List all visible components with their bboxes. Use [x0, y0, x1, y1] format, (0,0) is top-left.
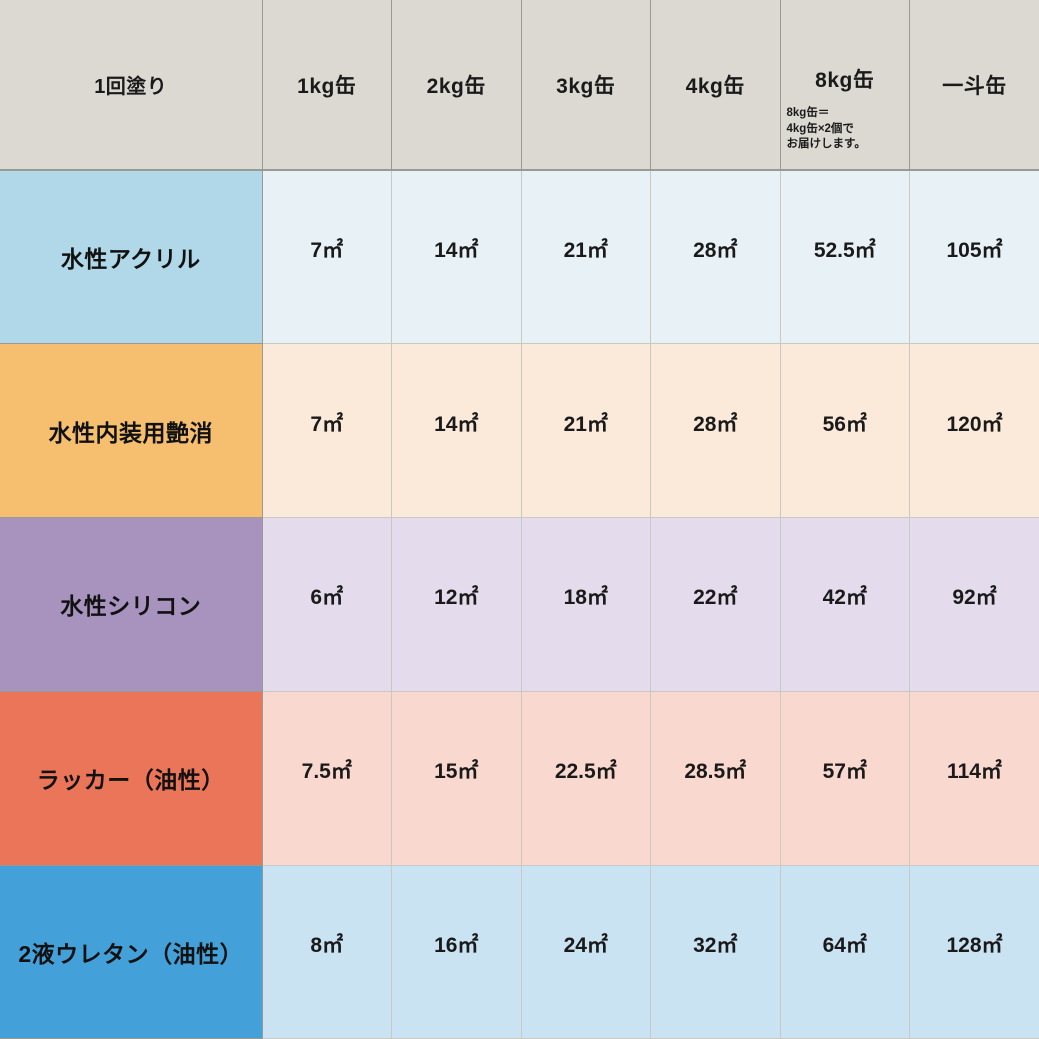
- cell-row-acrylic-col-8kg: 52.5㎡: [780, 170, 910, 345]
- cell-row-lacquer-col-1kg: 7.5㎡: [262, 691, 392, 866]
- row-label-row-silicone: 水性シリコン: [0, 517, 263, 692]
- cell-value: 16㎡: [434, 934, 479, 958]
- row-label-text: 2液ウレタン（油性）: [18, 941, 244, 968]
- cell-row-silicone-col-8kg: 42㎡: [780, 517, 910, 692]
- header-cell-col-1kg: 1kg缶: [262, 0, 392, 171]
- cell-value: 128㎡: [946, 934, 1003, 958]
- cell-row-acrylic-col-2kg: 14㎡: [391, 170, 522, 345]
- cell-row-interior-matte-col-8kg: 56㎡: [780, 343, 910, 519]
- header-label-col-itto: 一斗缶: [942, 74, 1007, 98]
- row-label-text: 水性内装用艶消: [48, 419, 213, 446]
- header-cell-col-3kg: 3kg缶: [521, 0, 651, 171]
- table-row: 水性アクリル 7㎡ 14㎡ 21㎡ 28㎡ 52.5㎡ 105㎡: [0, 170, 1039, 345]
- cell-row-acrylic-col-itto: 105㎡: [909, 170, 1039, 345]
- cell-value: 64㎡: [822, 934, 867, 958]
- cell-value: 24㎡: [563, 934, 608, 958]
- cell-value: 7㎡: [310, 412, 344, 436]
- table-row: 2液ウレタン（油性） 8㎡ 16㎡ 24㎡ 32㎡ 64㎡ 128㎡: [0, 865, 1039, 1039]
- header-label-col-1kg: 1kg缶: [297, 74, 357, 98]
- cell-value: 22.5㎡: [554, 760, 617, 784]
- cell-value: 18㎡: [563, 586, 608, 610]
- cell-row-acrylic-col-4kg: 28㎡: [650, 170, 781, 345]
- header-cell-note-wrap: 8kg缶 8kg缶＝ 4kg缶×2個で お届けします。: [781, 0, 910, 169]
- cell-value: 32㎡: [693, 934, 738, 958]
- cell-value: 52.5㎡: [813, 239, 876, 263]
- cell-value: 28.5㎡: [684, 760, 747, 784]
- cell-row-acrylic-col-3kg: 21㎡: [521, 170, 651, 345]
- cell-value: 12㎡: [434, 586, 479, 610]
- cell-row-silicone-col-4kg: 22㎡: [650, 517, 781, 692]
- cell-row-urethane-col-1kg: 8㎡: [262, 865, 392, 1039]
- cell-row-lacquer-col-4kg: 28.5㎡: [650, 691, 781, 866]
- header-label-col-4kg: 4kg缶: [685, 74, 745, 98]
- header-label-col-label: 1回塗り: [94, 76, 168, 98]
- row-label-text: ラッカー（油性）: [36, 767, 225, 794]
- cell-value: 105㎡: [946, 239, 1003, 263]
- cell-value: 21㎡: [563, 412, 608, 436]
- header-cell-col-2kg: 2kg缶: [391, 0, 522, 171]
- cell-row-silicone-col-1kg: 6㎡: [262, 517, 392, 692]
- cell-value: 8㎡: [310, 934, 344, 958]
- cell-row-interior-matte-col-4kg: 28㎡: [650, 343, 781, 519]
- header-cell-col-4kg: 4kg缶: [650, 0, 781, 171]
- cell-value: 28㎡: [693, 412, 738, 436]
- cell-value: 57㎡: [822, 760, 867, 784]
- cell-value: 14㎡: [434, 239, 479, 263]
- row-label-text: 水性シリコン: [60, 593, 202, 620]
- cell-row-urethane-col-2kg: 16㎡: [391, 865, 522, 1039]
- cell-row-lacquer-col-8kg: 57㎡: [780, 691, 910, 866]
- cell-row-interior-matte-col-2kg: 14㎡: [391, 343, 522, 519]
- cell-value: 22㎡: [693, 586, 738, 610]
- header-label-col-2kg: 2kg缶: [426, 74, 486, 98]
- header-footnote-line: お届けします。: [786, 138, 866, 151]
- cell-value: 7.5㎡: [301, 760, 352, 784]
- cell-value: 14㎡: [434, 412, 479, 436]
- cell-value: 28㎡: [693, 239, 738, 263]
- cell-value: 15㎡: [434, 760, 479, 784]
- header-footnote-line: 8kg缶＝: [786, 107, 830, 119]
- row-label-row-lacquer: ラッカー（油性）: [0, 691, 263, 866]
- cell-row-urethane-col-8kg: 64㎡: [780, 865, 910, 1039]
- header-footnote-line: 4kg缶×2個で: [786, 122, 854, 135]
- row-label-row-acrylic: 水性アクリル: [0, 170, 263, 345]
- header-cell-col-8kg: 8kg缶 8kg缶＝ 4kg缶×2個で お届けします。: [780, 0, 910, 171]
- table-header: 1回塗り 1kg缶 2kg缶 3kg缶 4kg缶 8kg缶 8kg缶＝ 4kg缶×2個で お届け…: [0, 0, 1039, 171]
- cell-value: 56㎡: [822, 412, 867, 436]
- cell-value: 42㎡: [822, 586, 867, 610]
- header-label-col-8kg: 8kg缶: [815, 69, 875, 92]
- cell-row-interior-matte-col-3kg: 21㎡: [521, 343, 651, 519]
- header-cell-col-label: 1回塗り: [0, 0, 263, 171]
- cell-row-urethane-col-4kg: 32㎡: [650, 865, 781, 1039]
- cell-value: 92㎡: [952, 586, 997, 610]
- cell-row-silicone-col-2kg: 12㎡: [391, 517, 522, 692]
- cell-value: 21㎡: [563, 239, 608, 263]
- row-label-row-urethane: 2液ウレタン（油性）: [0, 865, 263, 1039]
- row-label-row-interior-matte: 水性内装用艶消: [0, 343, 263, 519]
- header-row: 1回塗り 1kg缶 2kg缶 3kg缶 4kg缶 8kg缶 8kg缶＝ 4kg缶×2個で お届け…: [0, 0, 1039, 171]
- table-row: ラッカー（油性） 7.5㎡ 15㎡ 22.5㎡ 28.5㎡ 57㎡ 114㎡: [0, 691, 1039, 866]
- cell-value: 114㎡: [947, 760, 1002, 784]
- cell-row-silicone-col-itto: 92㎡: [909, 517, 1039, 692]
- cell-row-interior-matte-col-1kg: 7㎡: [262, 343, 392, 519]
- cell-row-urethane-col-itto: 128㎡: [909, 865, 1039, 1039]
- cell-row-urethane-col-3kg: 24㎡: [521, 865, 651, 1039]
- cell-row-lacquer-col-itto: 114㎡: [909, 691, 1039, 866]
- cell-value: 120㎡: [946, 412, 1003, 436]
- header-footnote-col-8kg: 8kg缶＝ 4kg缶×2個で お届けします。: [787, 106, 866, 153]
- row-label-text: 水性アクリル: [60, 246, 201, 273]
- cell-value: 6㎡: [310, 586, 344, 610]
- cell-value: 7㎡: [310, 239, 344, 263]
- cell-row-acrylic-col-1kg: 7㎡: [262, 170, 392, 345]
- cell-row-lacquer-col-3kg: 22.5㎡: [521, 691, 651, 866]
- cell-row-interior-matte-col-itto: 120㎡: [909, 343, 1039, 519]
- header-label-col-3kg: 3kg缶: [556, 74, 616, 98]
- header-cell-col-itto: 一斗缶: [909, 0, 1039, 171]
- table-row: 水性シリコン 6㎡ 12㎡ 18㎡ 22㎡ 42㎡ 92㎡: [0, 517, 1039, 692]
- cell-row-silicone-col-3kg: 18㎡: [521, 517, 651, 692]
- cell-row-lacquer-col-2kg: 15㎡: [391, 691, 522, 866]
- table-row: 水性内装用艶消 7㎡ 14㎡ 21㎡ 28㎡ 56㎡ 120㎡: [0, 343, 1039, 519]
